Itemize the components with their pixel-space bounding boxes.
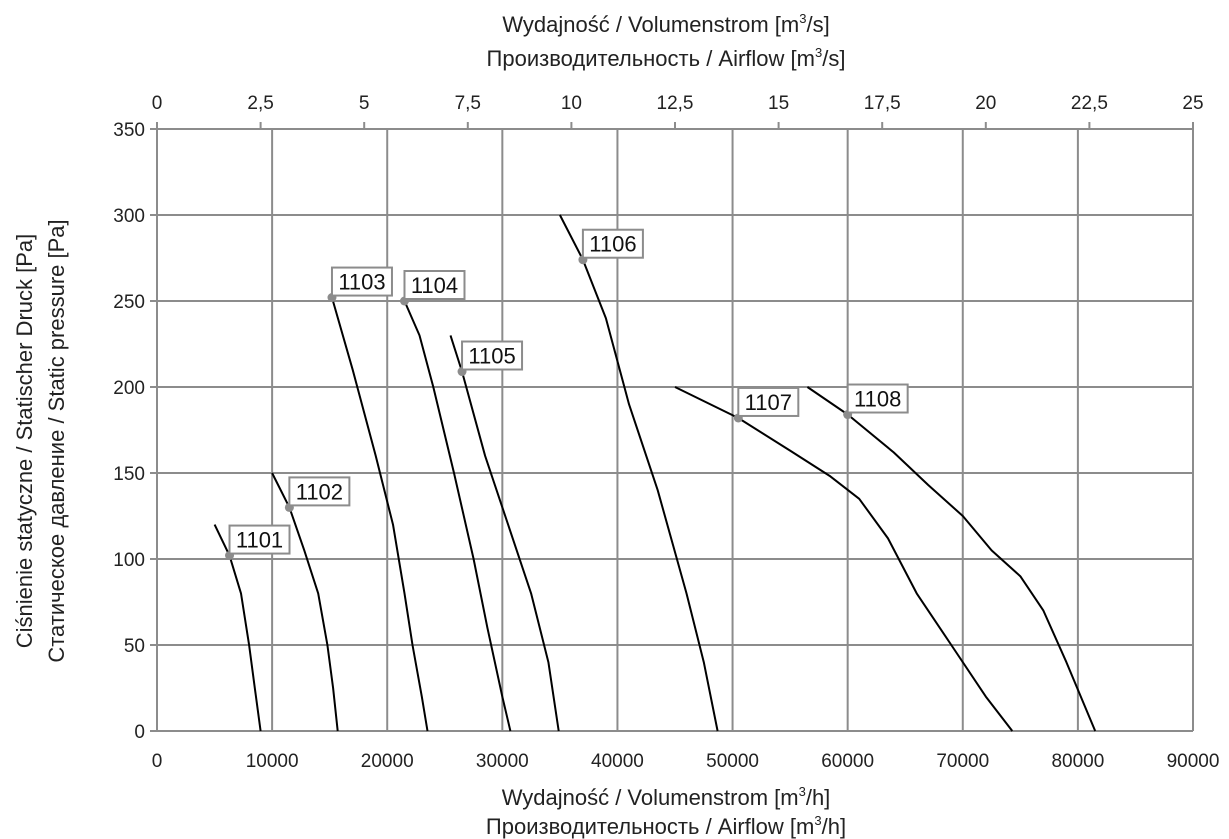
x-tick-label: 80000	[1051, 751, 1104, 772]
top-tick-label: 20	[975, 93, 996, 114]
y-tick-label: 100	[113, 550, 145, 571]
fan-label-1107: 1107	[745, 390, 792, 415]
fan-label-1108: 1108	[854, 387, 901, 412]
fan-curves: 1101 1102 1103 1104 1105 1106 1107 1108	[213, 214, 1097, 732]
y-tick-label: 200	[113, 378, 145, 399]
top-tick-label: 17,5	[864, 93, 901, 114]
x-tick-label: 50000	[706, 751, 759, 772]
x-tick-label: 20000	[361, 751, 414, 772]
top-tick-label: 12,5	[657, 93, 694, 114]
fan-label-box-1103	[330, 266, 393, 297]
x-tick-label: 60000	[821, 751, 874, 772]
top-tick-label: 22,5	[1071, 93, 1108, 114]
top-tick-label: 15	[768, 93, 789, 114]
fan-curve-1107	[674, 386, 1014, 732]
x-tick-label: 90000	[1167, 751, 1220, 772]
y-tick-label: 300	[113, 206, 145, 227]
x-tick-label: 70000	[936, 751, 989, 772]
y-axis-title-line1: Ciśnienie statyczne / Statischer Druck […	[12, 234, 37, 649]
fan-label-box-1106	[581, 228, 644, 259]
fan-curve-1102	[271, 472, 339, 732]
bottom-axis-title-line2: Производительность / Airflow [m3/h]	[486, 813, 846, 839]
fan-label-1102: 1102	[296, 479, 343, 504]
top-tick-label: 25	[1182, 93, 1203, 114]
bottom-axis-title-line1: Wydajność / Volumenstrom [m3/h]	[502, 784, 831, 810]
fan-label-1106: 1106	[589, 232, 636, 257]
top-tick-label: 7,5	[455, 93, 481, 114]
y-axis-title-line2: Статическое давление / Static pressure […	[44, 219, 69, 662]
x-tick-label: 0	[152, 751, 163, 772]
fan-label-1101: 1101	[236, 528, 283, 553]
fan-curve-1103	[331, 297, 429, 732]
tick-labels: 0 10000 20000 30000 40000 50000 60000 70000 8000…	[113, 93, 1219, 772]
fan-curve-1104	[403, 300, 512, 732]
y-tick-label: 250	[113, 292, 145, 313]
y-tick-label: 350	[113, 120, 145, 141]
fan-label-box-1108	[846, 383, 909, 414]
fan-label-box-1105	[461, 340, 524, 371]
fan-label-box-1101	[228, 524, 291, 555]
fan-label-box-1102	[288, 476, 351, 507]
top-axis-title-line2: Производительность / Airflow [m3/s]	[487, 45, 846, 71]
top-tick-label: 10	[561, 93, 582, 114]
fan-curve-1101	[213, 524, 262, 732]
grid-lines	[150, 122, 1194, 732]
fan-label-1105: 1105	[468, 344, 515, 369]
top-tick-label: 0	[152, 93, 163, 114]
top-axis-title-line1: Wydajność / Volumenstrom [m3/s]	[502, 11, 829, 37]
x-tick-label: 40000	[591, 751, 644, 772]
fan-label-1104: 1104	[411, 273, 458, 298]
x-tick-label: 30000	[476, 751, 529, 772]
y-tick-label: 50	[124, 636, 145, 657]
fan-curve-1106	[559, 214, 719, 732]
fan-label-1103: 1103	[338, 270, 385, 295]
y-tick-label: 150	[113, 464, 145, 485]
fan-label-box-1107	[737, 386, 800, 417]
top-tick-label: 5	[359, 93, 370, 114]
y-tick-label: 0	[134, 722, 145, 743]
fan-label-box-1104	[403, 270, 466, 300]
top-tick-label: 2,5	[247, 93, 273, 114]
x-tick-label: 10000	[246, 751, 299, 772]
fan-curve-1108	[806, 386, 1097, 732]
